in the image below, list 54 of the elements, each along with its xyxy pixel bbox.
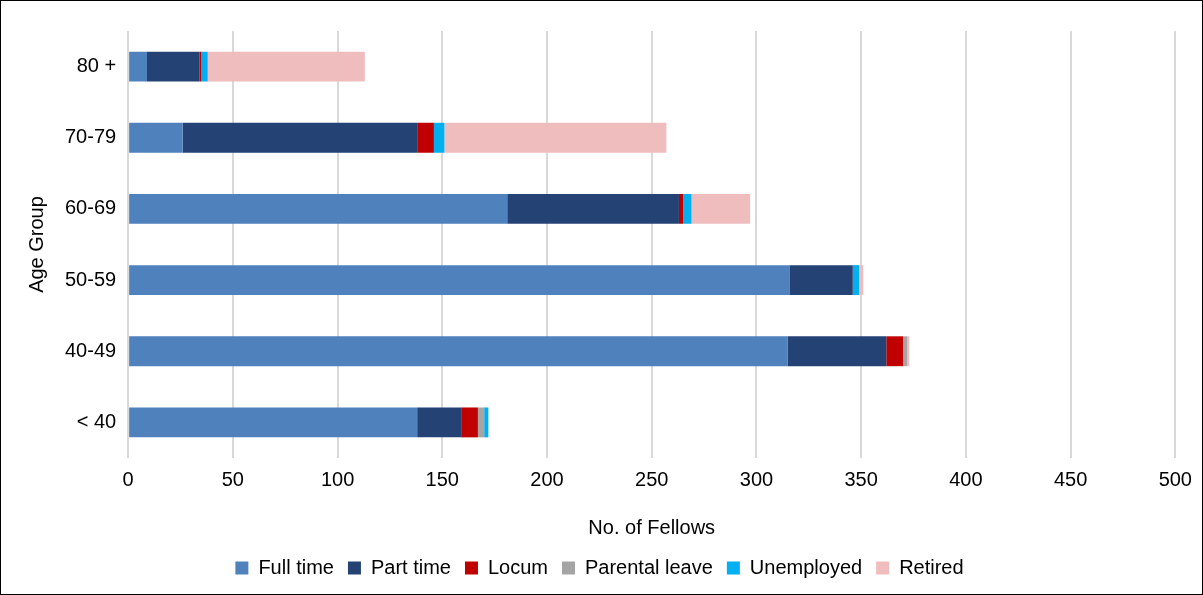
bar [461,407,478,438]
bar [859,265,864,296]
y-tick-label: < 40 [76,409,117,432]
legend-label: Full time [258,555,334,578]
x-tick-label: 100 [320,467,355,490]
bar [852,265,860,296]
x-tick-label: 200 [530,467,564,490]
legend-label: Part time [370,555,451,578]
bar [201,51,208,82]
y-tick-label: 50-59 [65,267,117,290]
bar [477,407,485,438]
bar [886,336,904,367]
x-tick-label: 50 [221,467,244,490]
legend-label: Locum [487,555,548,578]
bar [182,122,418,153]
y-axis-title: Age Group [24,196,47,293]
y-tick-label: 40-49 [65,338,117,361]
x-tick-label: 250 [635,467,669,490]
bar [147,51,200,82]
legend-label: Parental leave [585,555,713,578]
bar [678,193,684,224]
bar [484,407,489,438]
bar [683,193,692,224]
legend-label: Unemployed [749,555,863,578]
bar [417,122,434,153]
bar [903,336,908,367]
bar [129,336,788,367]
bar [789,265,853,296]
bar [207,51,365,82]
y-tick-label: 80 + [76,54,117,77]
y-tick-label: 60-69 [65,196,117,219]
bar [129,265,790,296]
x-tick-label: 0 [122,467,134,490]
bar [199,51,202,82]
x-tick-label: 500 [1158,467,1192,490]
x-tick-label: 150 [425,467,459,490]
bar [507,193,679,224]
x-tick-label: 450 [1053,467,1088,490]
x-tick-label: 400 [949,467,983,490]
legend-label: Retired [899,555,964,578]
bar [444,122,667,153]
bar [129,51,147,82]
x-tick-label: 350 [844,467,878,490]
bar [129,193,508,224]
bar [787,336,887,367]
bar [417,407,462,438]
y-tick-label: 70-79 [65,125,117,148]
bar [907,336,910,367]
bar [691,193,751,224]
x-tick-label: 300 [739,467,774,490]
bar [433,122,445,153]
bar [129,407,418,438]
x-axis-title: No. of Fellows [588,515,716,538]
bar [129,122,183,153]
